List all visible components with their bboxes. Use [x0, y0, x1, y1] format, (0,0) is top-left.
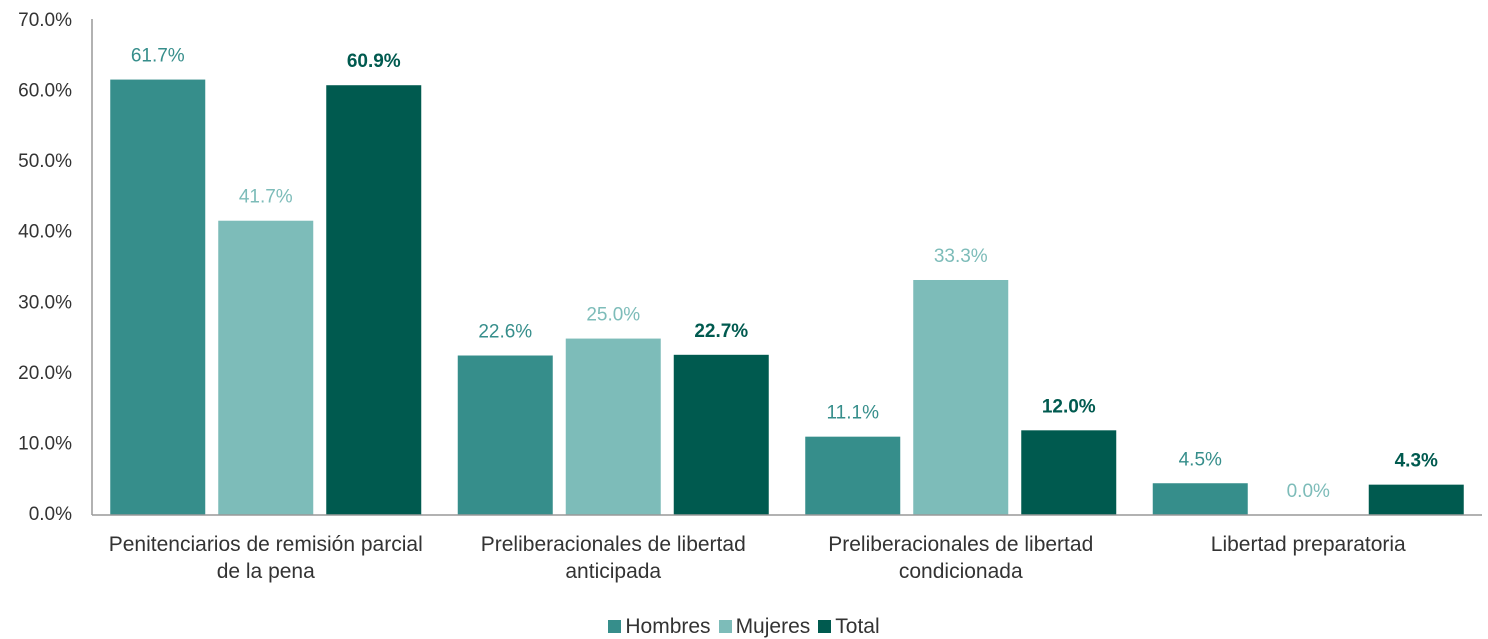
legend-item: Hombres: [608, 615, 711, 639]
legend-label: Hombres: [625, 615, 711, 638]
legend: Hombres Mujeres Total: [0, 615, 1488, 639]
x-tick-label: Penitenciarios de remisión parcial de la…: [108, 533, 423, 583]
legend-swatch: [608, 620, 622, 633]
y-tick-label: 50.0%: [18, 151, 72, 172]
legend-label: Mujeres: [735, 615, 811, 638]
bar: [457, 355, 553, 515]
legend-swatch: [818, 620, 832, 633]
data-label: 60.9%: [347, 51, 401, 72]
data-label: 12.0%: [1042, 396, 1096, 417]
bar: [1152, 483, 1248, 515]
legend-item: Mujeres: [718, 615, 811, 639]
bar: [218, 220, 314, 515]
bar: [1368, 484, 1464, 515]
y-tick-label: 60.0%: [18, 81, 72, 102]
y-tick-label: 30.0%: [18, 292, 72, 313]
data-label: 33.3%: [934, 246, 988, 267]
data-label: 22.6%: [478, 322, 532, 343]
bar: [110, 79, 206, 516]
data-label: 11.1%: [827, 403, 880, 424]
data-label: 22.7%: [694, 321, 748, 342]
legend-label: Total: [835, 615, 880, 638]
y-tick-label: 10.0%: [18, 433, 72, 454]
data-label: 0.0%: [1287, 481, 1330, 502]
y-tick-label: 0.0%: [29, 504, 72, 525]
y-tick-label: 70.0%: [18, 10, 72, 31]
y-tick-label: 20.0%: [18, 363, 72, 384]
y-tick-label: 40.0%: [18, 222, 72, 243]
legend-swatch: [718, 620, 732, 633]
bar: [326, 85, 422, 515]
x-tick-label: Preliberacionales de libertad condiciona…: [828, 533, 1094, 583]
data-label: 4.5%: [1179, 449, 1222, 470]
data-label: 4.3%: [1395, 451, 1438, 472]
x-tick-label: Libertad preparatoria: [1210, 533, 1406, 556]
legend-item: Total: [818, 615, 880, 639]
bar: [565, 338, 661, 515]
data-label: 61.7%: [131, 46, 185, 67]
x-tick-label: Preliberacionales de libertad anticipada: [480, 533, 746, 583]
bar: [1021, 430, 1117, 515]
bar: [805, 436, 901, 515]
bar: [673, 354, 769, 515]
data-label: 41.7%: [239, 187, 293, 208]
data-label: 25.0%: [586, 305, 640, 326]
bar: [913, 279, 1009, 515]
